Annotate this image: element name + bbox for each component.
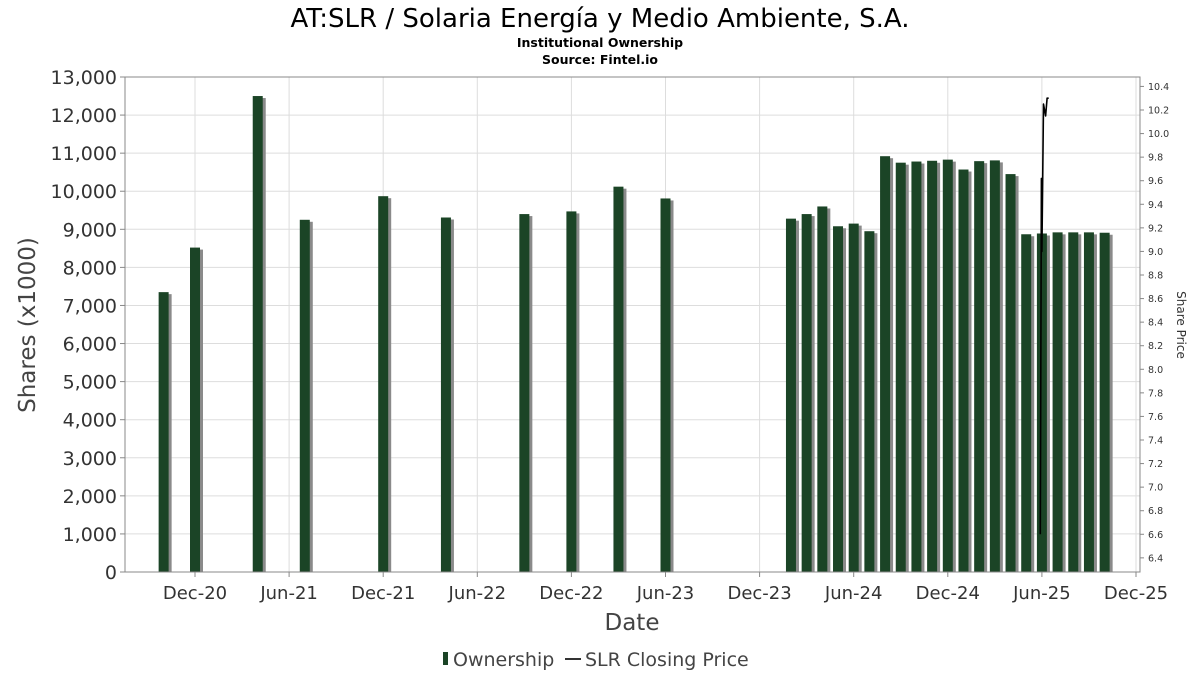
axes (120, 76, 1144, 577)
ownership-bar (1052, 232, 1063, 572)
y-tick-label: 7,000 (63, 295, 117, 317)
ownership-bar (1068, 232, 1079, 572)
ownership-bar (833, 226, 844, 572)
y2-tick-label: 7.2 (1148, 459, 1163, 470)
y2-tick-label: 8.8 (1148, 271, 1163, 282)
y-tick-label: 6,000 (63, 334, 117, 356)
y2-tick-label: 7.0 (1148, 483, 1163, 494)
ownership-bar (190, 247, 200, 573)
legend-price-label: SLR Closing Price (585, 649, 749, 671)
y2-tick-label: 10.0 (1148, 129, 1169, 140)
x-tick-label: Dec-25 (1104, 583, 1168, 604)
ownership-bar (801, 214, 812, 573)
ownership-bar (785, 218, 796, 572)
price-line-group (1039, 97, 1049, 535)
ownership-bar (942, 159, 953, 572)
ownership-bars (158, 96, 1113, 573)
ownership-bar (158, 292, 169, 572)
y-tick-label: 12,000 (51, 105, 117, 127)
x-tick-label: Jun-23 (636, 583, 695, 604)
x-axis-label: Date (605, 610, 660, 636)
y-tick-label: 10,000 (51, 181, 117, 203)
ownership-bar (378, 196, 389, 572)
y2-tick-label: 9.8 (1148, 153, 1163, 164)
ownership-bar (440, 217, 451, 572)
chart-title: AT:SLR / Solaria Energía y Medio Ambient… (290, 4, 909, 34)
grid-lines (125, 76, 1140, 573)
y-tick-label: 2,000 (63, 486, 117, 508)
y2-tick-label: 8.2 (1148, 341, 1163, 352)
y2-tick-label: 9.4 (1148, 200, 1163, 211)
y2-tick-label: 9.0 (1148, 247, 1163, 258)
y2-tick-label: 10.4 (1148, 82, 1169, 93)
legend-ownership-swatch (443, 652, 448, 665)
y2-tick-label: 8.6 (1148, 294, 1163, 305)
ownership-bar (958, 169, 969, 572)
x-tick-label: Dec-20 (163, 583, 227, 604)
plot-frame (124, 76, 1141, 573)
ownership-bar (566, 211, 577, 572)
y2-tick-label: 7.4 (1148, 436, 1163, 447)
y-tick-label: 3,000 (63, 448, 117, 470)
ownership-bar (1083, 232, 1094, 572)
ownership-bar (519, 214, 530, 573)
y-axis-label: Shares (x1000) (15, 237, 41, 413)
y2-tick-label: 6.4 (1148, 553, 1163, 564)
x-tick-label: Jun-22 (448, 583, 507, 604)
y2-tick-label: 8.4 (1148, 318, 1163, 329)
y-tick-label: 5,000 (63, 372, 117, 394)
chart-subtitle-source: Source: Fintel.io (542, 52, 658, 67)
x-tick-label: Dec-22 (539, 583, 603, 604)
legend: Ownership SLR Closing Price (443, 649, 749, 671)
y2-tick-label: 9.2 (1148, 223, 1163, 234)
x-tick-label: Dec-24 (916, 583, 980, 604)
y2-tick-label: 6.8 (1148, 506, 1163, 517)
ownership-bar (895, 162, 906, 572)
ownership-bar (252, 96, 263, 573)
y-tick-label: 11,000 (51, 143, 117, 165)
y2-tick-labels: 6.4 6.6 6.8 7.0 7.2 7.4 7.6 7.8 8.0 8.2 8.4 8.6 8.8 9… (1148, 82, 1169, 564)
ownership-bar (974, 161, 985, 572)
x-tick-label: Dec-23 (727, 583, 791, 604)
y-tick-label: 9,000 (63, 219, 117, 241)
y-tick-label: 0 (105, 562, 117, 584)
ownership-bar (1021, 234, 1032, 572)
ownership-bar (1036, 233, 1047, 572)
ownership-bar (880, 156, 891, 572)
x-tick-labels: Dec-20 Jun-21 Dec-21 Jun-22 Dec-22 Jun-23 Dec-… (163, 583, 1168, 604)
price-line (1039, 97, 1049, 535)
y2-tick-label: 7.6 (1148, 412, 1163, 423)
ownership-bar (299, 219, 310, 573)
x-tick-label: Jun-24 (824, 583, 883, 604)
y-tick-label: 4,000 (63, 410, 117, 432)
y-tick-labels: 0 1,000 2,000 3,000 4,000 5,000 6,000 7,000 8,00… (51, 67, 117, 584)
y2-tick-label: 7.8 (1148, 388, 1163, 399)
y-tick-label: 1,000 (63, 524, 117, 546)
x-tick-label: Jun-25 (1012, 583, 1071, 604)
y2-tick-label: 10.2 (1148, 106, 1169, 117)
ownership-bar (927, 160, 938, 572)
ownership-bar (817, 206, 828, 572)
y2-tick-label: 9.6 (1148, 176, 1163, 187)
ownership-bar (911, 161, 922, 572)
legend-ownership-label: Ownership (453, 649, 554, 671)
ownership-bar (613, 186, 624, 572)
x-tick-label: Dec-21 (351, 583, 415, 604)
ownership-bar (1099, 232, 1110, 572)
ownership-bar (989, 160, 1000, 572)
y2-axis-label: Share Price (1174, 291, 1188, 359)
ownership-bar (1005, 174, 1016, 572)
ownership-bar (848, 223, 859, 572)
ownership-bar (864, 231, 875, 572)
y2-tick-label: 6.6 (1148, 530, 1163, 541)
chart-subtitle-ownership: Institutional Ownership (517, 35, 683, 50)
y2-tick-label: 8.0 (1148, 365, 1163, 376)
x-tick-label: Jun-21 (259, 583, 318, 604)
y-tick-label: 8,000 (63, 257, 117, 279)
ownership-bar (660, 198, 671, 572)
y-tick-label: 13,000 (51, 67, 117, 89)
